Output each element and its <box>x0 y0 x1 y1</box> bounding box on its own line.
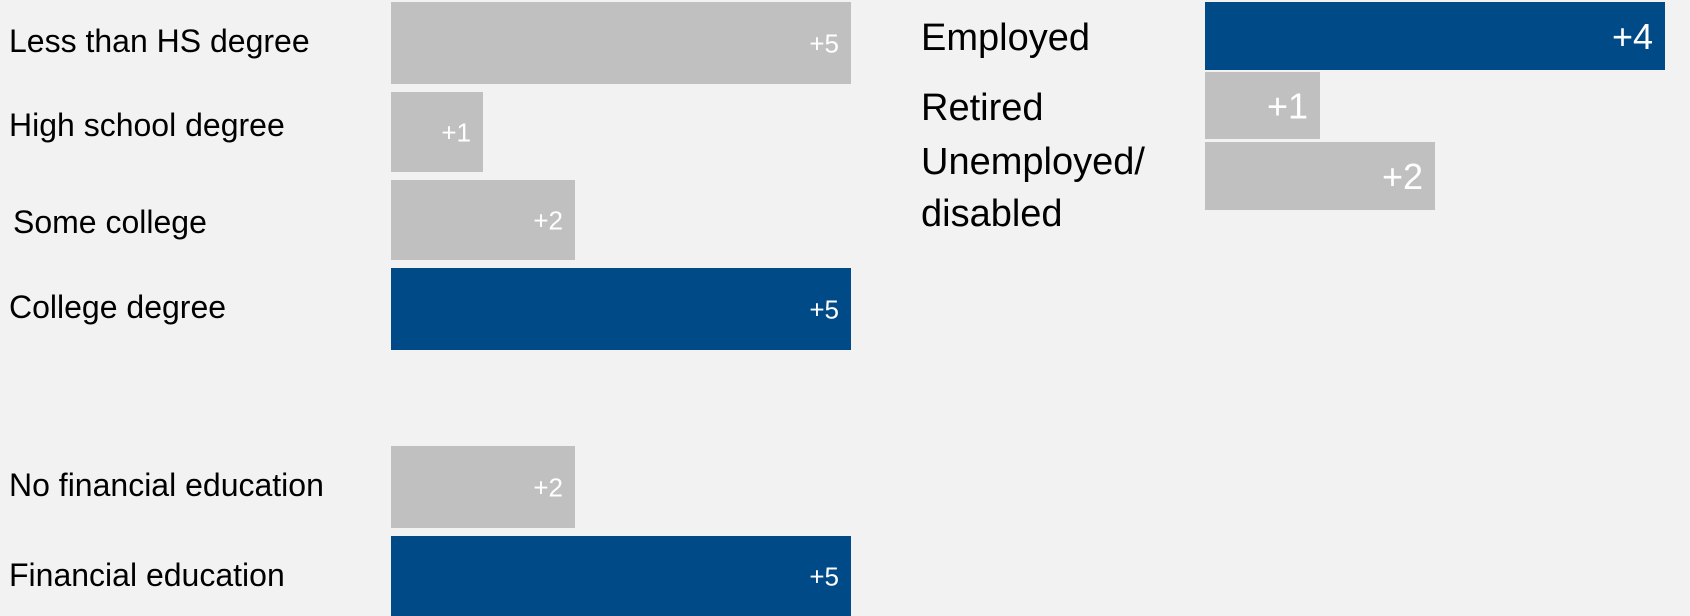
value-label-no-financial-education: +2 <box>533 472 563 502</box>
bar-less-than-hs-degree <box>391 2 851 84</box>
value-label-college-degree: +5 <box>809 294 839 324</box>
bar-panel-education: Less than HS degree +5 High school degree +… <box>9 2 851 350</box>
category-label-college-degree: College degree <box>9 289 226 325</box>
value-label-employed: +4 <box>1612 16 1653 57</box>
category-label-unemployed-disabled: Unemployed/disabled <box>921 141 1145 235</box>
bar-retired <box>1205 72 1320 139</box>
bar-panel-employment: Employed +4 Retired +1 Unemployed/disabled +2 <box>921 2 1665 235</box>
bar-no-financial-education <box>391 446 575 528</box>
category-label-some-college: Some college <box>13 204 207 240</box>
bar-financial-education <box>391 536 851 616</box>
value-label-retired: +1 <box>1267 85 1308 126</box>
category-label-no-financial-education: No financial education <box>9 467 324 503</box>
category-label-financial-education: Financial education <box>9 557 285 593</box>
bar-employed <box>1205 2 1665 70</box>
bar-college-degree <box>391 268 851 350</box>
category-label-employed: Employed <box>921 17 1090 59</box>
category-label-high-school-degree: High school degree <box>9 107 285 143</box>
bar-some-college <box>391 180 575 260</box>
value-label-some-college: +2 <box>533 205 563 235</box>
bar-unemployed-disabled <box>1205 142 1435 210</box>
category-label-retired: Retired <box>921 87 1044 129</box>
value-label-unemployed-disabled: +2 <box>1382 156 1423 197</box>
bar-high-school-degree <box>391 92 483 172</box>
value-label-high-school-degree: +1 <box>441 117 471 147</box>
bar-panel-financial-education: No financial education +2 Financial educat… <box>9 446 851 616</box>
value-label-financial-education: +5 <box>809 561 839 591</box>
value-label-less-than-hs-degree: +5 <box>809 28 839 58</box>
category-label-less-than-hs-degree: Less than HS degree <box>9 23 310 59</box>
